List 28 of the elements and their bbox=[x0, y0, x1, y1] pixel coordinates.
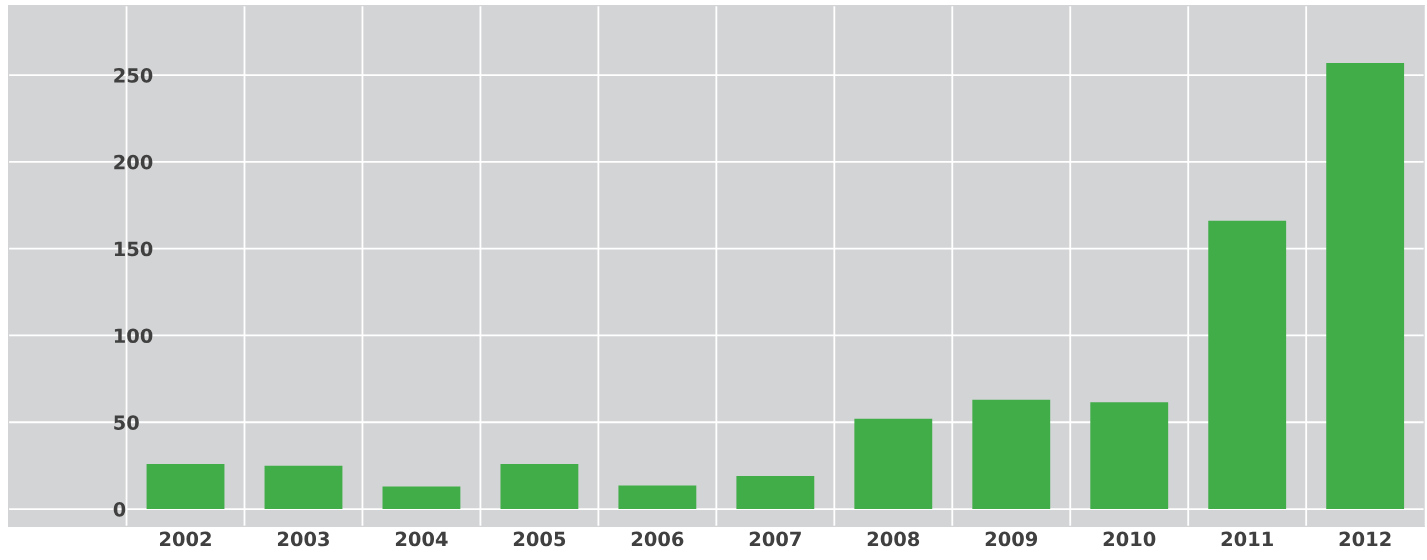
bar bbox=[146, 463, 225, 510]
bar bbox=[972, 399, 1051, 510]
x-tick-label: 2012 bbox=[1339, 531, 1391, 547]
y-tick-label: 150 bbox=[114, 241, 153, 257]
x-tick-label: 2006 bbox=[631, 531, 684, 547]
bar bbox=[1326, 62, 1405, 510]
y-tick-label: 0 bbox=[113, 502, 126, 517]
x-tick-label: 2008 bbox=[867, 531, 920, 547]
x-tick-label: 2010 bbox=[1103, 531, 1156, 547]
bar bbox=[264, 465, 343, 510]
y-tick-label: 200 bbox=[114, 154, 153, 170]
x-tick-label: 2002 bbox=[159, 531, 211, 547]
x-tick-label: 2003 bbox=[277, 531, 329, 547]
x-tick-label: 2011 bbox=[1221, 531, 1273, 547]
bar bbox=[382, 486, 461, 510]
bar bbox=[854, 418, 933, 510]
bar bbox=[1090, 402, 1169, 510]
y-tick-label: 250 bbox=[114, 68, 153, 83]
x-tick-label: 2005 bbox=[513, 531, 566, 547]
x-tick-label: 2004 bbox=[395, 531, 448, 547]
bar bbox=[618, 485, 697, 510]
bar bbox=[1208, 220, 1287, 510]
bar bbox=[500, 463, 579, 510]
x-tick-label: 2007 bbox=[749, 531, 801, 547]
x-tick-label: 2009 bbox=[985, 531, 1038, 547]
bar bbox=[736, 476, 815, 510]
y-tick-label: 100 bbox=[114, 328, 153, 344]
y-tick-label: 50 bbox=[114, 415, 139, 430]
